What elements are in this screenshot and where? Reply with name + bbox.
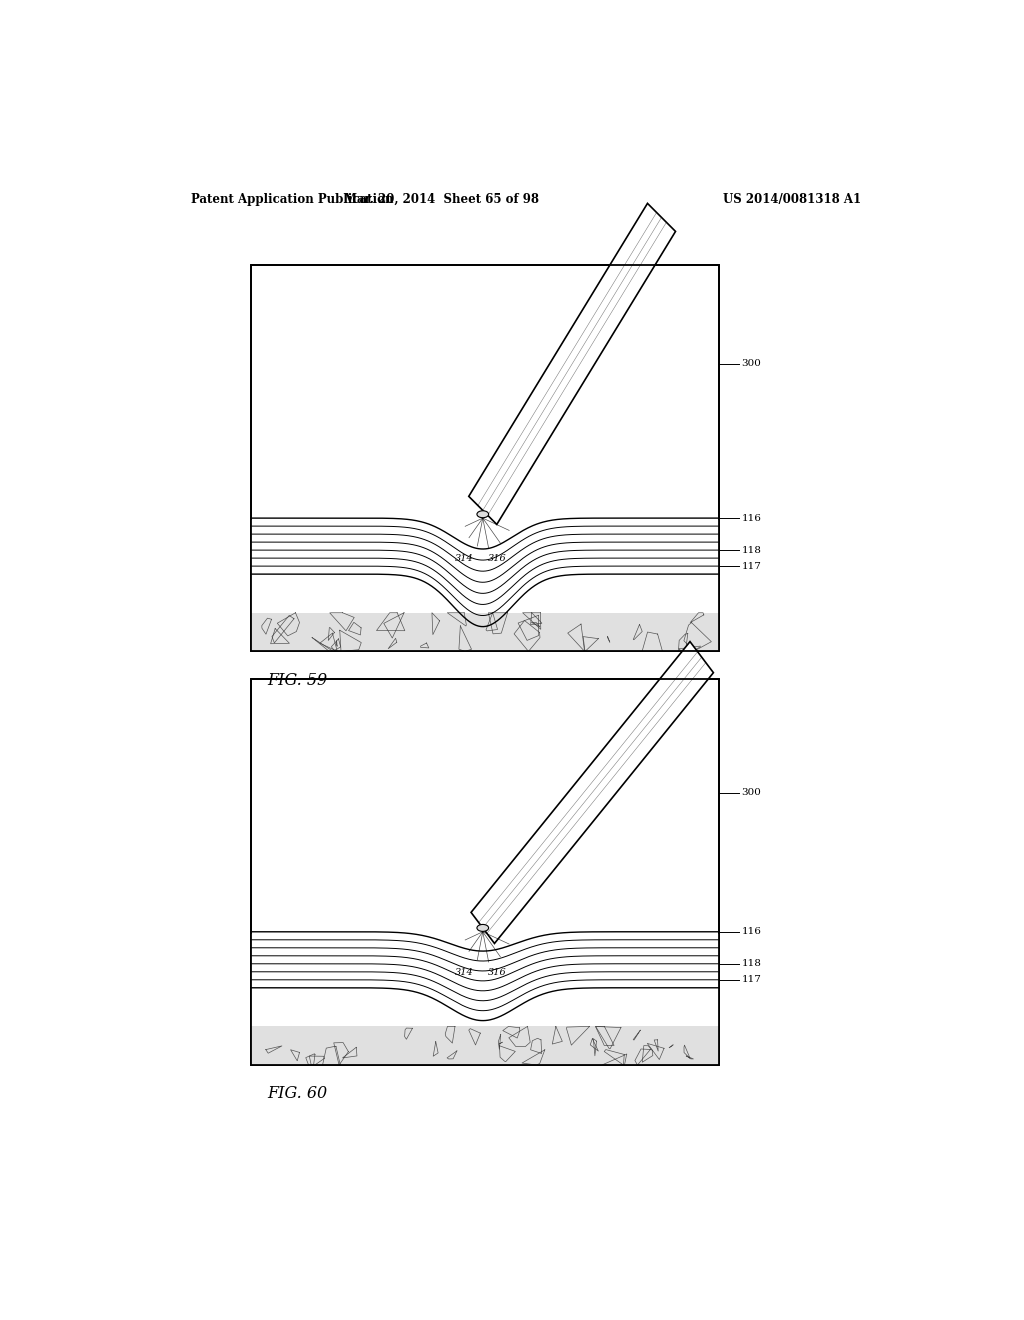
Polygon shape — [469, 203, 676, 524]
Bar — [251, 678, 719, 1065]
Text: FIG. 60: FIG. 60 — [267, 1085, 327, 1102]
Ellipse shape — [477, 924, 488, 932]
Text: 118: 118 — [741, 545, 761, 554]
Text: 300: 300 — [741, 359, 761, 368]
Bar — [251, 265, 719, 651]
Text: 116: 116 — [741, 513, 761, 523]
Text: 314: 314 — [455, 968, 473, 977]
Text: 118: 118 — [741, 960, 761, 969]
Text: 117: 117 — [741, 975, 761, 985]
Text: 314: 314 — [455, 554, 473, 564]
Bar — [251, 678, 719, 1065]
Bar — [251, 265, 719, 651]
Bar — [251, 612, 719, 651]
Text: 116: 116 — [741, 927, 761, 936]
Text: 300: 300 — [741, 788, 761, 797]
Text: 117: 117 — [741, 561, 761, 570]
Text: US 2014/0081318 A1: US 2014/0081318 A1 — [723, 193, 861, 206]
Polygon shape — [471, 642, 714, 944]
Bar — [251, 520, 719, 651]
Bar — [251, 933, 719, 1065]
Text: FIG. 59: FIG. 59 — [267, 672, 327, 689]
Text: 316: 316 — [487, 554, 506, 564]
Text: Mar. 20, 2014  Sheet 65 of 98: Mar. 20, 2014 Sheet 65 of 98 — [344, 193, 539, 206]
Text: 316: 316 — [487, 968, 506, 977]
Bar — [251, 1027, 719, 1065]
Ellipse shape — [477, 511, 488, 517]
Text: Patent Application Publication: Patent Application Publication — [191, 193, 394, 206]
